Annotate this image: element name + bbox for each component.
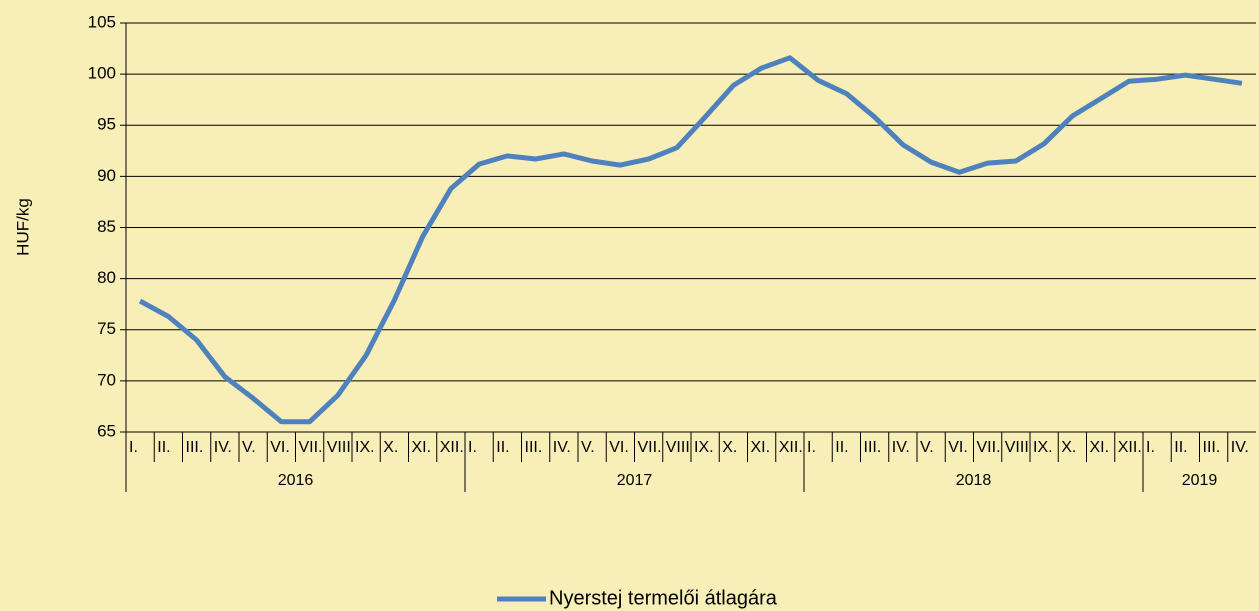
x-tick-label: III.: [1203, 439, 1221, 456]
x-tick-label: I.: [468, 439, 477, 456]
x-tick-label: VI.: [948, 439, 968, 456]
x-tick-label: V.: [920, 439, 934, 456]
y-tick-label: 65: [97, 421, 116, 440]
x-tick-label: VII.: [299, 439, 323, 456]
x-tick-label: VIII.: [1005, 439, 1033, 456]
x-tick-label: IV.: [1231, 439, 1249, 456]
y-tick-label: 75: [97, 319, 116, 338]
x-tick-label: XI.: [412, 439, 432, 456]
x-tick-label: XI.: [1090, 439, 1110, 456]
x-tick-label: XI.: [751, 439, 771, 456]
x-tick-label: III.: [186, 439, 204, 456]
x-tick-label: VIII.: [666, 439, 694, 456]
x-tick-label: V.: [242, 439, 256, 456]
x-tick-label: X.: [722, 439, 737, 456]
x-tick-label: XII.: [440, 439, 464, 456]
x-tick-label: II.: [157, 439, 170, 456]
y-tick-label: 100: [88, 64, 116, 83]
x-tick-label: VIII.: [327, 439, 355, 456]
x-tick-label: I.: [807, 439, 816, 456]
x-tick-label: I.: [1146, 439, 1155, 456]
x-tick-label: IV.: [553, 439, 571, 456]
y-tick-label: 95: [97, 115, 116, 134]
data-line: [138, 55, 1243, 425]
x-tick-label: V.: [581, 439, 595, 456]
x-tick-label: III.: [864, 439, 882, 456]
x-tick-label: X.: [383, 439, 398, 456]
y-tick-label: 85: [97, 217, 116, 236]
y-tick-label: 105: [88, 12, 116, 31]
x-tick-label: IV.: [892, 439, 910, 456]
x-tick-label: VI.: [270, 439, 290, 456]
x-tick-label: II.: [496, 439, 509, 456]
x-tick-label: VII.: [977, 439, 1001, 456]
x-tick-label: IX.: [1033, 439, 1053, 456]
x-tick-label: II.: [835, 439, 848, 456]
group-label: 2016: [278, 472, 314, 489]
x-tick-label: II.: [1174, 439, 1187, 456]
x-tick-label: III.: [525, 439, 543, 456]
x-tick-label: VII.: [638, 439, 662, 456]
x-tick-label: XII.: [1118, 439, 1142, 456]
y-tick-label: 80: [97, 268, 116, 287]
x-tick-label: IX.: [355, 439, 375, 456]
y-axis-label: HUF/kg: [13, 198, 32, 256]
y-tick-label: 90: [97, 166, 116, 185]
x-tick-label: X.: [1061, 439, 1076, 456]
x-tick-label: VI.: [609, 439, 629, 456]
legend-label: Nyerstej termelői átlagára: [549, 587, 778, 609]
x-tick-label: I.: [129, 439, 138, 456]
y-tick-label: 70: [97, 370, 116, 389]
group-label: 2017: [617, 472, 653, 489]
x-tick-label: IX.: [694, 439, 714, 456]
group-label: 2018: [956, 472, 992, 489]
x-tick-label: XII.: [779, 439, 803, 456]
x-tick-label: IV.: [214, 439, 232, 456]
group-label: 2019: [1182, 472, 1218, 489]
